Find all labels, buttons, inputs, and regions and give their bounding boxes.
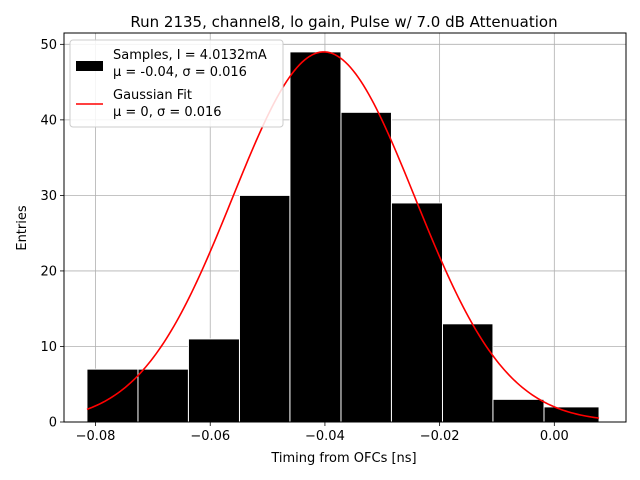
histogram-bar-9 [543,406,600,423]
histogram-bar-1 [137,368,189,423]
x-tick-label-2: −0.04 [305,429,345,444]
legend-label-gaussian-fit: Gaussian Fit [113,88,192,103]
x-tick-label-1: −0.06 [190,429,230,444]
legend-stats-samples: μ = -0.04, σ = 0.016 [113,65,247,80]
histogram-bar-4 [289,51,342,423]
histogram-bars [86,51,600,423]
chart-title: Run 2135, channel8, lo gain, Pulse w/ 7.… [130,13,557,31]
legend: Samples, I = 4.0132mA μ = -0.04, σ = 0.0… [69,39,284,128]
y-tick-label-0: 0 [49,416,57,431]
y-axis-label: Entries [15,205,30,251]
histogram-bar-0 [86,368,139,423]
histogram-bar-8 [492,398,545,423]
legend-swatch-samples [76,61,103,71]
x-tick-label-4: 0.00 [540,429,569,444]
histogram-bar-3 [238,194,291,423]
x-tick-label-0: −0.08 [76,429,116,444]
gaussian-fit [86,51,600,419]
y-tick-label-1: 10 [40,340,57,355]
x-axis-label: Timing from OFCs [ns] [270,451,416,466]
plot-frame [63,32,627,423]
histogram-bar-6 [390,202,443,423]
histogram-bar-2 [187,338,240,423]
histogram-bar-7 [441,323,494,423]
histogram-bar-5 [340,111,392,423]
y-axis-ticks: 0 10 20 30 40 50 [40,38,64,431]
gaussian-fit-curve [86,51,600,419]
legend-stats-gaussian-fit: μ = 0, σ = 0.016 [113,105,222,120]
legend-label-samples: Samples, I = 4.0132mA [113,48,267,63]
y-tick-label-4: 40 [40,113,57,128]
y-tick-label-2: 20 [40,264,57,279]
y-tick-label-5: 50 [40,38,57,53]
x-axis-ticks: −0.08 −0.06 −0.04 −0.02 0.00 [76,422,569,444]
legend-box [69,39,284,128]
y-tick-label-3: 30 [40,189,57,204]
x-tick-label-3: −0.02 [420,429,460,444]
